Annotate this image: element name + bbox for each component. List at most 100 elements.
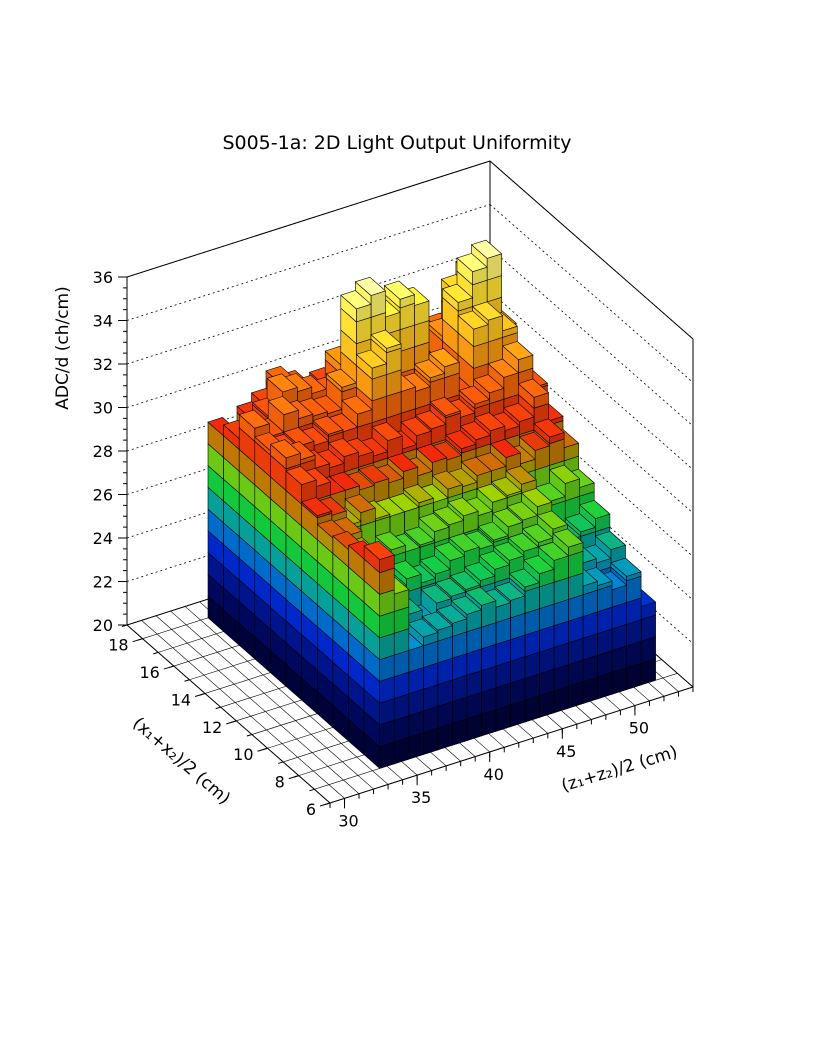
y-minor-tick — [168, 665, 174, 669]
z-gridline — [126, 291, 491, 408]
y-minor-tick — [153, 651, 159, 655]
z-gridline — [126, 160, 491, 278]
bar-top — [413, 359, 446, 379]
frame-edge — [489, 160, 694, 340]
x-axis-line — [329, 686, 694, 804]
y-minor-tick — [215, 706, 221, 710]
z-tick-label: 34 — [93, 312, 113, 331]
bar-top — [448, 532, 480, 553]
floor-gridline — [141, 620, 345, 799]
bar-top — [435, 577, 467, 597]
bar-top — [416, 443, 448, 463]
y-tick-label: 14 — [171, 690, 191, 709]
bar-top — [285, 465, 317, 485]
bar-top — [429, 396, 461, 416]
bar-top — [564, 513, 596, 533]
bar-top — [533, 418, 565, 438]
z-tick-label: 28 — [93, 442, 113, 461]
y-tick-label: 8 — [275, 773, 285, 792]
bar-top — [383, 280, 416, 300]
bar-top — [445, 430, 477, 450]
bar-top — [476, 483, 508, 503]
bar-top — [502, 341, 534, 361]
bar-top — [390, 560, 422, 580]
x-tick-label: 40 — [484, 765, 504, 784]
z-tick-label: 24 — [93, 529, 113, 548]
bar-top — [363, 540, 395, 560]
bar-top — [420, 584, 452, 604]
y-minor-tick — [262, 747, 268, 751]
bar-top — [477, 521, 509, 541]
front-frame — [118, 276, 694, 809]
bar-top — [464, 561, 496, 581]
bar-top — [402, 484, 434, 504]
bar-top — [431, 470, 464, 490]
bar-top — [472, 301, 504, 321]
bar-top — [403, 526, 436, 546]
bar-top — [387, 453, 419, 473]
bar-top — [432, 506, 465, 526]
bar-top — [449, 570, 481, 590]
bar-top — [503, 402, 535, 422]
z-tick-label: 36 — [93, 268, 113, 287]
bar-top — [522, 523, 554, 543]
bar-top — [341, 395, 373, 415]
bar-top — [433, 541, 466, 562]
y-minor-tick — [184, 679, 190, 682]
y-minor-tick — [199, 692, 206, 696]
bar-top — [489, 438, 522, 458]
bar-top — [517, 378, 550, 398]
z-tick-label: 22 — [93, 573, 113, 592]
x-tick-label: 30 — [338, 811, 358, 830]
bar-top — [450, 595, 483, 615]
bar-top — [238, 409, 270, 429]
bar-top — [300, 497, 333, 517]
bar-top — [340, 290, 372, 310]
x-axis-title: (z₁+z₂)/2 (cm) — [559, 742, 680, 796]
bar-top — [400, 417, 432, 437]
bar-top — [354, 276, 387, 296]
bar-top — [487, 358, 520, 378]
bars-group — [207, 239, 657, 770]
y-minor-tick — [231, 720, 237, 723]
bar-top — [523, 555, 555, 575]
y-axis-line — [126, 624, 331, 804]
bar-top — [493, 541, 525, 561]
bar-top — [492, 508, 524, 528]
bar-top — [436, 604, 468, 624]
bar-top — [370, 329, 402, 349]
chart-title: S005-1a: 2D Light Output Uniformity — [222, 132, 571, 154]
y-minor-tick — [278, 761, 284, 764]
bar-top — [267, 396, 300, 416]
bar-top — [325, 368, 357, 388]
y-tick-label: 6 — [306, 800, 316, 819]
y-minor-tick — [324, 802, 331, 805]
bar-top — [474, 412, 506, 432]
bar-top — [473, 374, 505, 394]
z-gridline — [126, 247, 491, 365]
z-axis-title: ADC/d (ch/cm) — [53, 286, 73, 410]
bar-top — [355, 349, 388, 369]
bar-top — [441, 283, 474, 303]
y-tick-label: 12 — [202, 718, 222, 737]
bar-top — [457, 310, 489, 330]
x-tick-label: 35 — [411, 788, 431, 807]
z-tick-label: 30 — [93, 399, 113, 418]
floor-gridline — [155, 615, 360, 794]
y-minor-tick — [293, 775, 299, 778]
bar-top — [610, 557, 642, 577]
bar-top — [269, 439, 302, 459]
bar-top — [283, 427, 315, 447]
bar-top — [458, 385, 490, 405]
bar-top — [520, 488, 553, 508]
z-tick-label: 26 — [93, 486, 113, 505]
z-tick-label: 32 — [93, 355, 113, 374]
bar-top — [415, 410, 447, 430]
bar-top — [508, 568, 540, 588]
bar-top — [490, 476, 523, 496]
x-tick-label: 50 — [629, 719, 649, 738]
bar-top — [470, 239, 503, 259]
y-tick-label: 16 — [139, 663, 159, 682]
y-minor-tick — [137, 638, 143, 641]
y-minor-tick — [309, 788, 315, 792]
